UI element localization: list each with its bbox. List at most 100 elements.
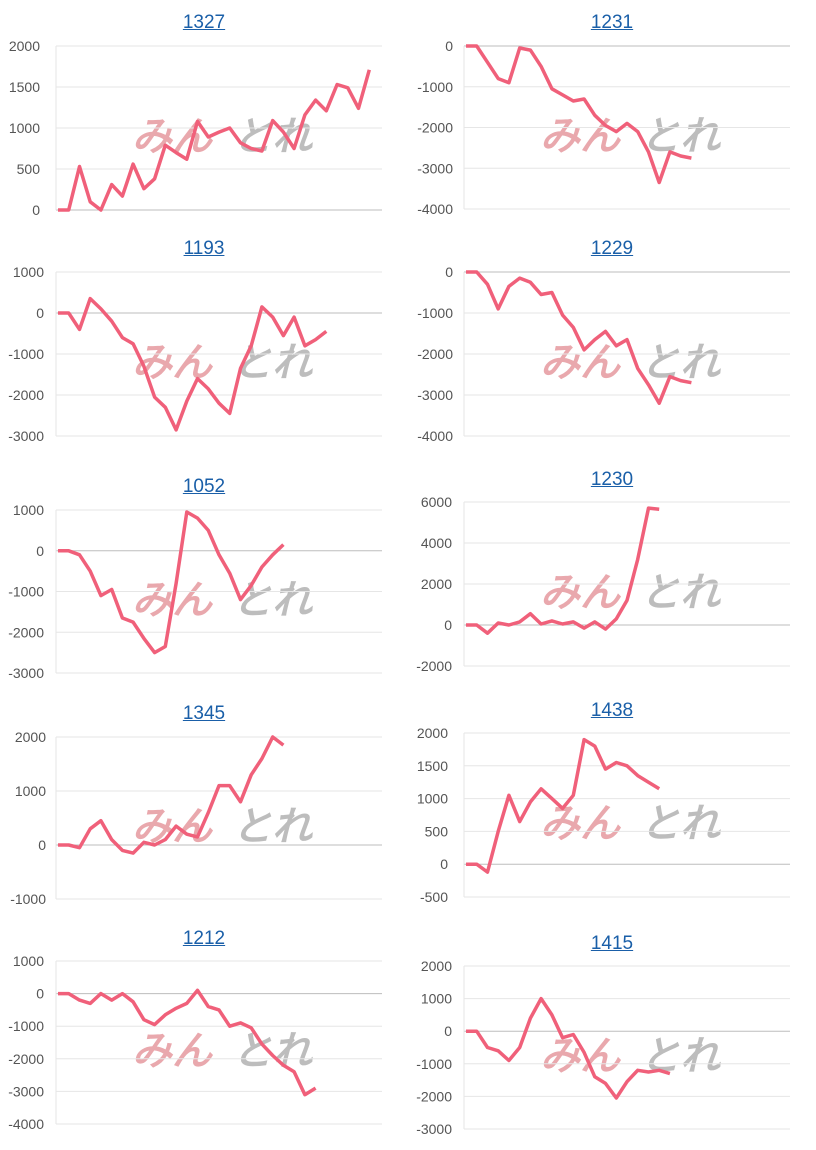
watermark-logo: とれ [232, 340, 313, 386]
y-tick-label: 0 [36, 543, 44, 559]
watermark-logo: とれ [640, 1034, 721, 1080]
y-tick-label: 2000 [421, 958, 452, 974]
y-tick-label: 0 [445, 264, 453, 280]
y-tick-label: 2000 [417, 725, 448, 741]
y-tick-label: 0 [444, 1023, 452, 1039]
y-tick-label: 1500 [417, 758, 448, 774]
watermark-logo: みん [132, 1029, 214, 1075]
y-tick-label: -2000 [417, 346, 453, 362]
watermark-logo: みん [132, 804, 214, 850]
series-line [58, 735, 285, 855]
y-tick-label: 4000 [421, 535, 452, 551]
y-tick-label: -3000 [8, 665, 44, 681]
y-tick-label: 0 [32, 202, 40, 218]
y-tick-label: -2000 [8, 624, 44, 640]
y-tick-label: -1000 [416, 1056, 452, 1072]
y-tick-label: 6000 [421, 494, 452, 510]
series-line [466, 506, 660, 635]
y-tick-label: -2000 [416, 658, 452, 674]
y-tick-label: -500 [420, 889, 448, 905]
y-tick-label: 1000 [13, 264, 44, 280]
y-tick-label: -4000 [417, 428, 453, 444]
y-tick-label: 0 [444, 617, 452, 633]
y-tick-label: -4000 [8, 1116, 44, 1132]
y-tick-label: 1000 [13, 502, 44, 518]
y-tick-label: -3000 [417, 387, 453, 403]
chart-title-link[interactable]: 1052 [182, 476, 226, 497]
y-tick-label: 0 [38, 837, 46, 853]
chart-title-link[interactable]: 1327 [182, 12, 226, 33]
series-line [58, 988, 317, 1097]
chart-title-link[interactable]: 1345 [182, 703, 226, 724]
y-tick-label: -2000 [416, 1088, 452, 1104]
watermark-logo: みん [540, 1034, 622, 1080]
watermark-logo: とれ [640, 801, 721, 847]
watermark-logo: とれ [232, 114, 313, 160]
y-tick-label: -3000 [8, 428, 44, 444]
y-tick-label: -1000 [417, 305, 453, 321]
chart-title-link[interactable]: 1230 [590, 469, 634, 490]
watermark-logo: みん [540, 114, 622, 160]
y-tick-label: 1000 [13, 953, 44, 969]
watermark-logo: とれ [640, 114, 721, 160]
watermark-logo: みん [132, 578, 214, 624]
y-tick-label: 1000 [421, 991, 452, 1007]
watermark-logo: みん [132, 340, 214, 386]
watermark-logo: みん [132, 114, 214, 160]
series-line [58, 296, 328, 432]
series-line [466, 996, 671, 1100]
chart-title-link[interactable]: 1231 [590, 12, 634, 33]
y-tick-label: 1000 [15, 783, 46, 799]
y-tick-label: 1000 [9, 120, 40, 136]
watermark-logo: みん [540, 570, 622, 616]
watermark-logo: とれ [232, 804, 313, 850]
series-line [466, 737, 661, 874]
y-tick-label: 500 [17, 161, 41, 177]
y-tick-label: -1000 [8, 346, 44, 362]
y-tick-label: 0 [440, 856, 448, 872]
y-tick-label: -1000 [8, 584, 44, 600]
chart-title-link[interactable]: 1193 [183, 238, 225, 259]
series-line [58, 69, 371, 212]
y-tick-label: -1000 [417, 79, 453, 95]
series-line [58, 510, 285, 655]
y-tick-label: 1500 [9, 79, 40, 95]
watermark-logo: とれ [232, 578, 313, 624]
y-tick-label: -1000 [10, 891, 46, 907]
y-tick-label: 2000 [9, 38, 40, 54]
chart-title-link[interactable]: 1212 [182, 928, 226, 949]
y-tick-label: 0 [445, 38, 453, 54]
y-tick-label: -2000 [417, 120, 453, 136]
y-tick-label: -3000 [417, 160, 453, 176]
y-tick-label: -3000 [8, 1083, 44, 1099]
y-tick-label: 0 [36, 305, 44, 321]
series-line [466, 44, 692, 185]
y-tick-label: -4000 [417, 201, 453, 217]
y-tick-label: 2000 [15, 729, 46, 745]
y-tick-label: -1000 [8, 1018, 44, 1034]
watermark-logo: とれ [232, 1029, 313, 1075]
chart-title-link[interactable]: 1229 [590, 238, 634, 259]
y-tick-label: 1000 [417, 791, 448, 807]
y-tick-label: -3000 [416, 1121, 452, 1137]
watermark-logo: みん [540, 340, 622, 386]
chart-title-link[interactable]: 1415 [590, 933, 634, 954]
chart-title-link[interactable]: 1438 [590, 700, 634, 721]
watermark-logo: とれ [640, 340, 721, 386]
y-tick-label: 2000 [421, 576, 452, 592]
y-tick-label: 500 [425, 823, 449, 839]
watermark-logo: とれ [640, 570, 721, 616]
y-tick-label: 0 [36, 986, 44, 1002]
y-tick-label: -2000 [8, 387, 44, 403]
watermark-logo: みん [540, 801, 622, 847]
